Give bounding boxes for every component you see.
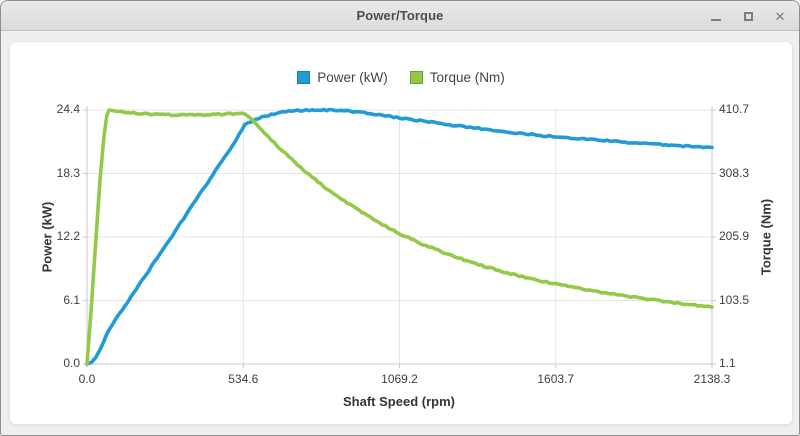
y-left-tick-label: 24.4 <box>56 102 80 116</box>
x-tick-label: 0.0 <box>78 372 96 386</box>
y-left-tick-label: 6.1 <box>63 292 80 307</box>
window-controls: ✕ <box>705 1 791 31</box>
y-right-tick-label: 410.7 <box>719 102 750 116</box>
legend-swatch-icon <box>297 70 311 84</box>
y-right-tick-label: 103.5 <box>719 292 750 307</box>
window-content: Power (kW) Torque (Nm) Power (kW) Torque … <box>1 31 799 435</box>
legend-swatch-icon <box>409 70 423 84</box>
series-line-torque-nm <box>85 108 714 366</box>
legend-item-power[interactable]: Power (kW) <box>297 70 388 85</box>
x-tick-label: 1069.2 <box>381 372 418 386</box>
series-line-power-kw <box>85 107 714 366</box>
x-tick-label: 1603.7 <box>537 372 575 386</box>
y-left-tick-label: 0.0 <box>63 356 80 370</box>
x-tick-label: 534.6 <box>228 372 259 386</box>
y-right-tick-label: 205.9 <box>719 229 750 243</box>
minimize-button[interactable] <box>705 5 727 27</box>
x-axis-title: Shaft Speed (rpm) <box>343 394 455 409</box>
close-button[interactable]: ✕ <box>769 5 791 27</box>
chart-legend: Power (kW) Torque (Nm) <box>10 68 792 86</box>
y-right-tick-label: 1.1 <box>719 356 736 370</box>
titlebar[interactable]: Power/Torque ✕ <box>1 1 799 31</box>
chart-card: Power (kW) Torque (Nm) Power (kW) Torque … <box>9 41 793 425</box>
minimize-icon <box>711 18 721 21</box>
plot-area[interactable] <box>10 42 794 426</box>
legend-label: Torque (Nm) <box>429 69 505 85</box>
y-left-tick-label: 12.2 <box>56 229 80 243</box>
y-left-tick-label: 18.3 <box>56 165 80 180</box>
close-icon: ✕ <box>774 8 786 24</box>
legend-label: Power (kW) <box>317 69 388 85</box>
window-title: Power/Torque <box>356 8 444 23</box>
x-tick-label: 2138.3 <box>693 372 731 386</box>
legend-item-torque[interactable]: Torque (Nm) <box>409 69 505 85</box>
maximize-button[interactable] <box>737 5 759 27</box>
y-right-tick-label: 308.3 <box>719 165 750 180</box>
maximize-icon <box>743 11 753 21</box>
